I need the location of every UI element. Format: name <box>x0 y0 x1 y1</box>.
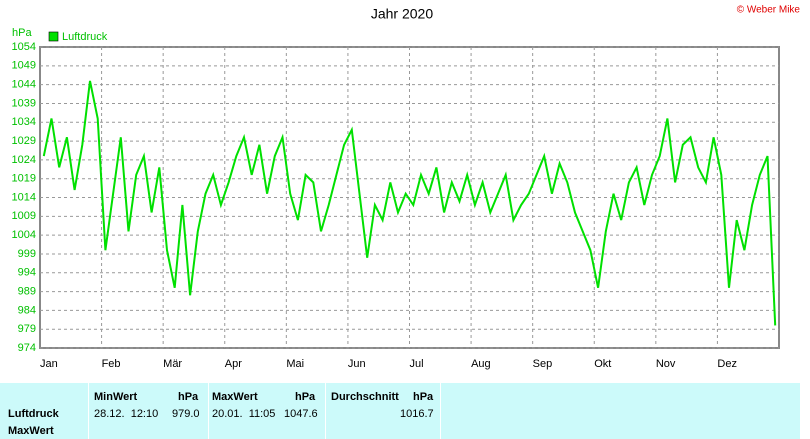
header: Durchschnitt <box>331 391 399 403</box>
y-axis-label: hPa <box>12 27 32 39</box>
legend-label: Luftdruck <box>62 31 108 43</box>
y-tick-label: 1044 <box>12 79 36 91</box>
credit: © Weber Mike <box>737 5 801 16</box>
x-tick-label: Mär <box>163 358 182 370</box>
y-tick-label: 1039 <box>12 97 36 109</box>
y-tick-label: 984 <box>18 304 36 316</box>
y-tick-label: 1019 <box>12 173 36 185</box>
separator <box>208 383 209 439</box>
header: MinWert <box>94 391 138 403</box>
separator <box>88 383 89 439</box>
row-label: MaxWert <box>8 425 54 437</box>
x-tick-label: Jul <box>410 358 424 370</box>
y-tick-label: 1054 <box>12 41 36 53</box>
cell: 1047.6 <box>284 408 318 420</box>
x-tick-label: Feb <box>102 358 121 370</box>
x-tick-label: Jun <box>348 358 366 370</box>
y-tick-label: 979 <box>18 323 36 335</box>
y-tick-label: 1004 <box>12 229 36 241</box>
header: hPa <box>178 391 199 403</box>
y-tick-label: 999 <box>18 248 36 260</box>
y-tick-label: 989 <box>18 285 36 297</box>
cell: 28.12. 12:10 <box>94 408 159 420</box>
separator <box>440 383 441 439</box>
chart: Jahr 2020 © Weber Mike hPa Luftdruck 974… <box>12 5 801 370</box>
cell: 1016.7 <box>400 408 434 420</box>
x-tick-label: Apr <box>225 358 242 370</box>
cell: 20.01. 11:05 <box>212 408 276 420</box>
header: hPa <box>413 391 434 403</box>
x-tick-label: Mai <box>286 358 304 370</box>
header: hPa <box>295 391 316 403</box>
y-tick-label: 974 <box>18 342 36 354</box>
y-tick-label: 1034 <box>12 116 36 128</box>
x-tick-label: Dez <box>717 358 737 370</box>
legend-swatch <box>48 31 59 42</box>
x-tick-label: Nov <box>656 358 676 370</box>
y-tick-label: 1049 <box>12 60 36 72</box>
y-tick-label: 1014 <box>12 191 36 203</box>
cell: 979.0 <box>172 408 200 420</box>
x-tick-label: Okt <box>594 358 611 370</box>
row-label: Luftdruck <box>8 408 59 420</box>
x-tick-label: Sep <box>533 358 553 370</box>
separator <box>325 383 326 439</box>
y-tick-label: 994 <box>18 267 36 279</box>
x-tick-label: Aug <box>471 358 491 370</box>
stats-table: MinWert hPa MaxWert hPa Durchschnitt hPa… <box>0 383 800 439</box>
header: MaxWert <box>212 391 258 403</box>
y-tick-label: 1024 <box>12 154 36 166</box>
x-tick-label: Jan <box>40 358 58 370</box>
y-tick-label: 1029 <box>12 135 36 147</box>
data-line <box>42 80 777 326</box>
y-tick-label: 1009 <box>12 210 36 222</box>
chart-title: Jahr 2020 <box>371 6 433 22</box>
